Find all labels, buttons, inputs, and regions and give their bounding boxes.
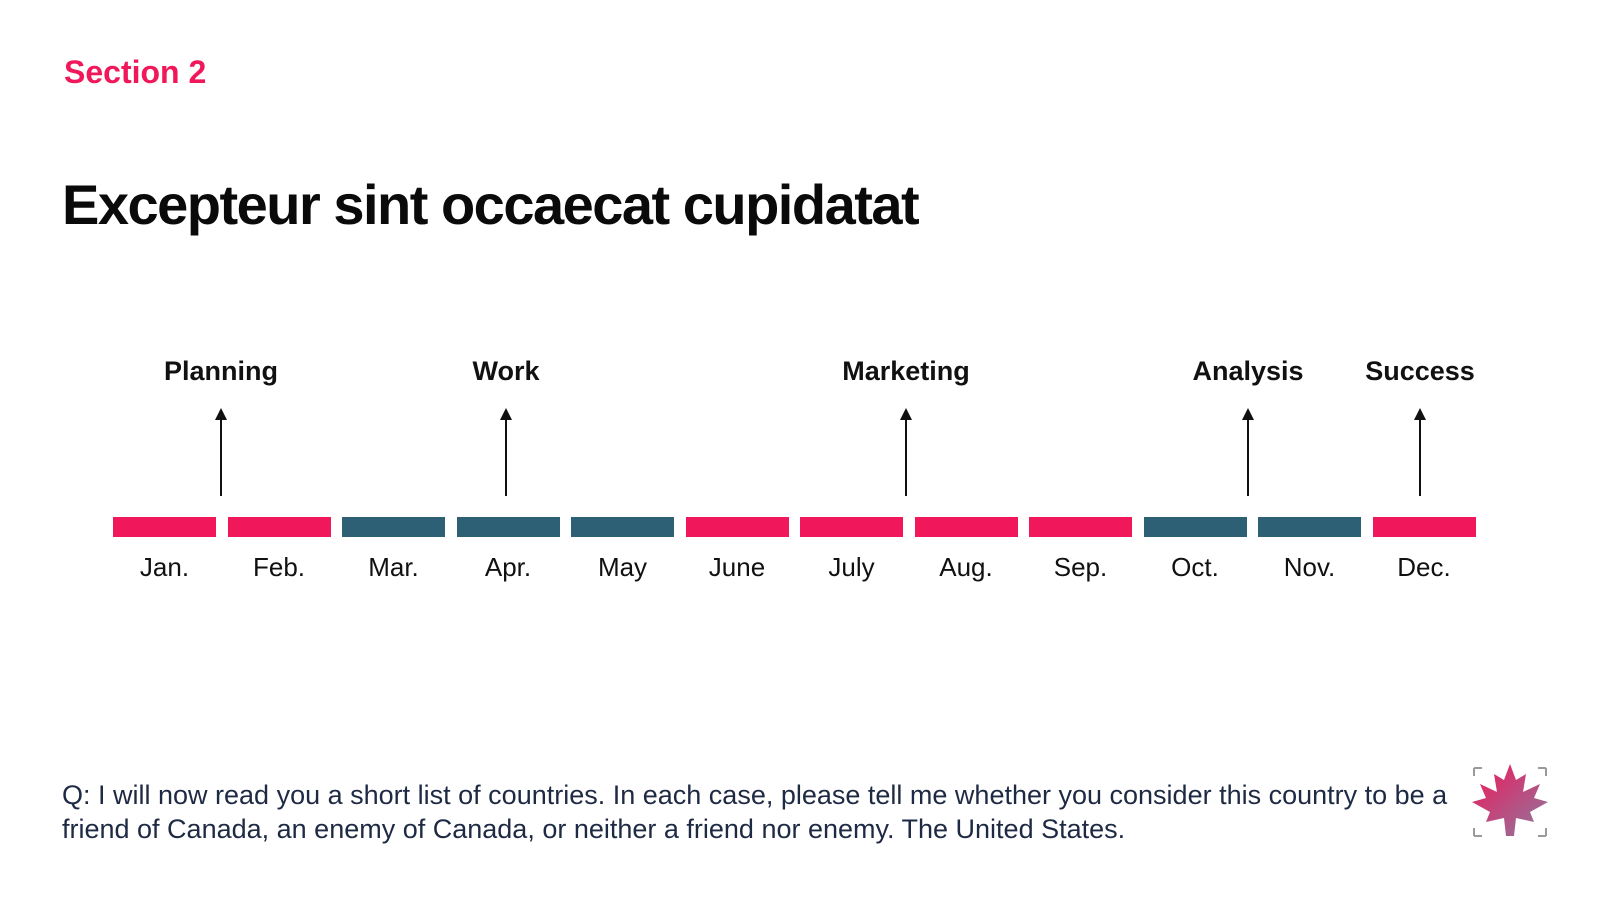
milestone-label-work: Work xyxy=(472,356,540,386)
arrow-up-icon xyxy=(500,408,512,420)
arrow-up-icon xyxy=(900,408,912,420)
arrow-up-icon xyxy=(215,408,227,420)
month-label-jan: Jan. xyxy=(139,552,190,582)
milestone-arrow-line xyxy=(1247,418,1249,496)
milestone-arrow-line xyxy=(505,418,507,496)
month-bar-apr xyxy=(456,517,560,537)
milestone-arrow-line xyxy=(905,418,907,496)
maple-leaf-icon xyxy=(1472,764,1548,837)
month-label-dec: Dec. xyxy=(1397,552,1451,582)
arrow-up-icon xyxy=(1242,408,1254,420)
month-label-aug: Aug. xyxy=(939,552,993,582)
month-bar-mar xyxy=(342,517,445,537)
month-label-jun: June xyxy=(708,552,766,582)
milestone-arrow-line xyxy=(1419,418,1421,496)
month-bar-jul xyxy=(800,517,903,537)
milestone-label-success: Success xyxy=(1365,356,1475,386)
month-bar-jun xyxy=(685,517,789,537)
month-label-nov: Nov. xyxy=(1283,552,1336,582)
month-label-may: May xyxy=(597,552,648,582)
milestone-arrow-line xyxy=(220,418,222,496)
month-label-sep: Sep. xyxy=(1053,552,1108,582)
month-bar-aug xyxy=(914,517,1018,537)
section-label: Section 2 xyxy=(64,54,207,90)
month-bar-nov xyxy=(1258,517,1361,537)
milestone-label-marketing: Marketing xyxy=(842,356,970,386)
month-bar-jan xyxy=(113,517,216,537)
month-label-mar: Mar. xyxy=(368,552,419,582)
month-label-oct: Oct. xyxy=(1171,552,1219,582)
arrow-up-icon xyxy=(1414,408,1426,420)
milestone-label-planning: Planning xyxy=(164,356,278,386)
page-title: Excepteur sint occaecat cupidatat xyxy=(62,173,920,236)
month-label-jul: July xyxy=(828,552,875,582)
month-label-apr: Apr. xyxy=(484,552,532,582)
month-label-feb: Feb. xyxy=(252,552,306,582)
month-bar-dec xyxy=(1372,517,1476,537)
month-bar-sep xyxy=(1029,517,1132,537)
milestone-label-analysis: Analysis xyxy=(1192,356,1304,386)
month-bar-feb xyxy=(227,517,331,537)
month-bar-may xyxy=(571,517,674,537)
month-bar-oct xyxy=(1143,517,1247,537)
survey-question: Q: I will now read you a short list of c… xyxy=(62,780,1448,844)
